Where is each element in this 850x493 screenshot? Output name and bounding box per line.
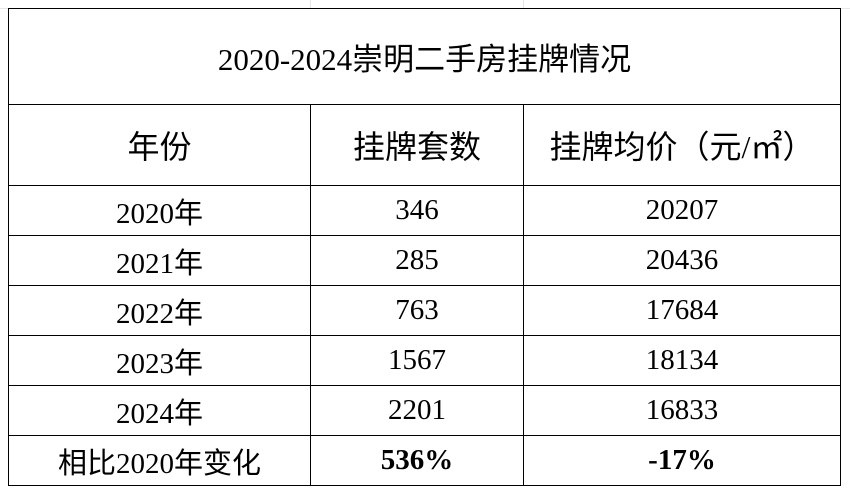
listing-table: 2020-2024崇明二手房挂牌情况 年份 挂牌套数 挂牌均价（元/㎡） 2020年 3… <box>8 8 841 486</box>
data-row: 2020年 346 20207 <box>8 185 841 236</box>
data-cell: 285 <box>310 235 524 286</box>
data-cell: 763 <box>310 285 524 336</box>
data-cell: 2024年 <box>8 385 311 436</box>
sheet-grid <box>0 8 8 9</box>
data-cell: 2023年 <box>8 335 311 386</box>
data-row: 2022年 763 17684 <box>8 285 841 336</box>
sheet-grid <box>523 0 524 8</box>
data-cell: 1567 <box>310 335 524 386</box>
data-cell: 20436 <box>523 235 841 286</box>
header-row: 年份 挂牌套数 挂牌均价（元/㎡） <box>8 104 841 186</box>
data-row: 2024年 2201 16833 <box>8 385 841 436</box>
summary-cell: -17% <box>523 435 841 486</box>
data-cell: 16833 <box>523 385 841 436</box>
summary-cell: 536% <box>310 435 524 486</box>
data-row: 2021年 285 20436 <box>8 235 841 286</box>
data-row: 2023年 1567 18134 <box>8 335 841 386</box>
title-row: 2020-2024崇明二手房挂牌情况 <box>8 8 841 105</box>
table-body: 2020-2024崇明二手房挂牌情况 年份 挂牌套数 挂牌均价（元/㎡） 2020年 3… <box>8 8 841 486</box>
data-cell: 20207 <box>523 185 841 236</box>
data-cell: 2201 <box>310 385 524 436</box>
data-cell: 2020年 <box>8 185 311 236</box>
data-cell: 2021年 <box>8 235 311 286</box>
header-cell: 年份 <box>8 104 311 186</box>
summary-cell: 相比2020年变化 <box>8 435 311 486</box>
data-cell: 17684 <box>523 285 841 336</box>
table-title: 2020-2024崇明二手房挂牌情况 <box>8 8 841 105</box>
header-cell: 挂牌套数 <box>310 104 524 186</box>
data-cell: 2022年 <box>8 285 311 336</box>
summary-row: 相比2020年变化 536% -17% <box>8 435 841 486</box>
data-cell: 18134 <box>523 335 841 386</box>
sheet-grid <box>840 8 850 9</box>
sheet-grid <box>310 0 311 8</box>
header-cell: 挂牌均价（元/㎡） <box>523 104 841 186</box>
data-cell: 346 <box>310 185 524 236</box>
